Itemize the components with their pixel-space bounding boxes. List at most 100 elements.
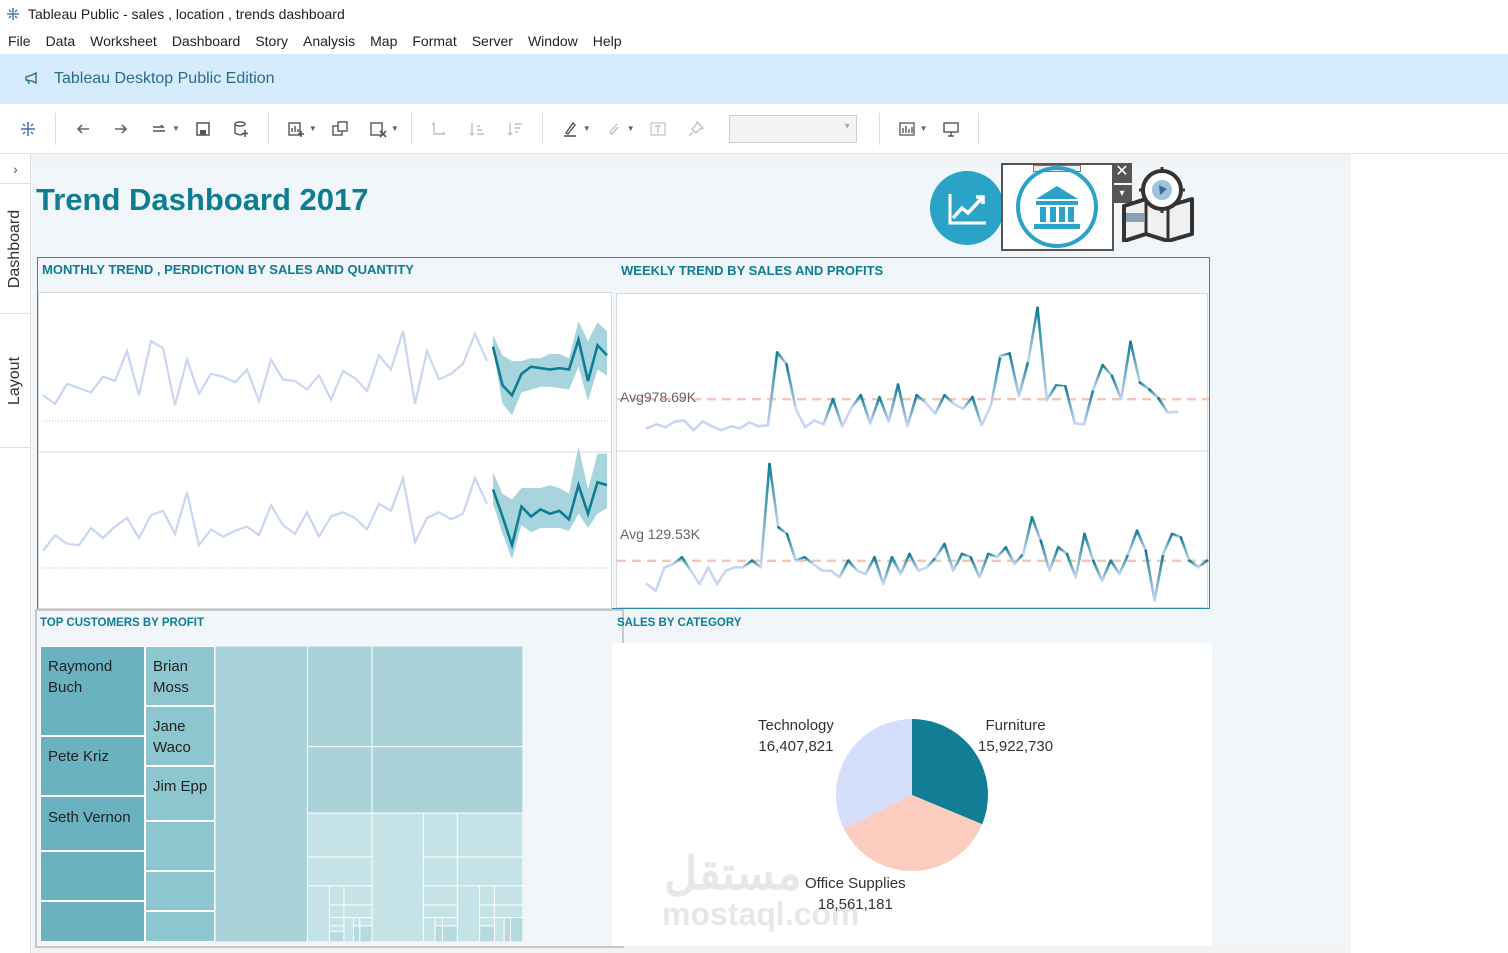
show-mark-labels-icon[interactable] xyxy=(646,117,670,141)
sort-descending-icon[interactable] xyxy=(503,117,527,141)
menu-format[interactable]: Format xyxy=(412,33,457,49)
trend-segment xyxy=(850,393,863,410)
treemap-cell xyxy=(423,905,457,918)
monthly-chart[interactable] xyxy=(38,292,613,609)
pie-label-value: 15,922,730 xyxy=(978,738,1054,755)
trend-segment xyxy=(1026,306,1039,363)
trend-segment xyxy=(999,352,1011,358)
menu-window[interactable]: Window xyxy=(527,33,578,49)
duplicate-sheet-icon[interactable] xyxy=(328,117,352,141)
treemap-cell xyxy=(41,737,144,795)
trend-segment xyxy=(831,397,844,428)
pie-label-value: 16,407,821 xyxy=(758,738,834,755)
treemap-cell xyxy=(480,886,494,905)
tableau-logo-icon xyxy=(7,8,19,20)
treemap-cell xyxy=(344,886,372,905)
trend-segment xyxy=(1196,559,1209,569)
trend-segment xyxy=(776,526,789,536)
trend-segment xyxy=(1083,532,1095,562)
show-me-icon[interactable] xyxy=(895,117,919,141)
new-data-source-icon[interactable] xyxy=(229,117,253,141)
menu-data[interactable]: Data xyxy=(45,33,76,49)
treemap-cell xyxy=(480,905,494,918)
trend-segment xyxy=(960,552,973,559)
expand-panel-icon[interactable]: › xyxy=(0,154,31,184)
clear-dropdown-icon[interactable]: ▼ xyxy=(390,124,399,133)
menu-analysis[interactable]: Analysis xyxy=(303,33,356,49)
trend-segment xyxy=(906,393,918,428)
trend-segment xyxy=(724,566,736,572)
trend-segment xyxy=(868,395,881,425)
trend-segment xyxy=(1074,532,1086,579)
trend-segment xyxy=(971,395,984,427)
swap-rows-columns-icon[interactable] xyxy=(427,117,451,141)
clear-sheet-icon[interactable] xyxy=(366,117,390,141)
redo-icon[interactable] xyxy=(109,117,133,141)
menu-server[interactable]: Server xyxy=(471,33,513,49)
map-icon[interactable] xyxy=(1116,166,1198,242)
weekly-chart[interactable] xyxy=(616,293,1209,608)
customer-label-pete-kriz: Pete Kriz xyxy=(48,748,109,765)
menu-story[interactable]: Story xyxy=(255,33,288,49)
trend-segment xyxy=(1092,363,1104,391)
treemap-cell xyxy=(41,797,144,850)
trend-segment xyxy=(785,362,798,411)
trend-segment xyxy=(916,566,929,572)
trend-segment xyxy=(645,423,658,430)
trend-segment xyxy=(720,424,732,432)
bank-icon[interactable] xyxy=(1014,166,1100,248)
trend-chart-icon[interactable] xyxy=(928,168,1006,248)
treemap-cell xyxy=(307,646,372,747)
treemap-cell xyxy=(443,926,457,942)
trend-segment xyxy=(925,556,938,569)
sort-ascending-icon[interactable] xyxy=(465,117,489,141)
pie-label-name: Office Supplies xyxy=(805,875,906,892)
tab-dashboard[interactable]: Dashboard xyxy=(0,184,31,314)
customers-treemap[interactable] xyxy=(40,646,523,942)
remove-object-icon[interactable]: ✕ xyxy=(1112,163,1132,183)
menu-file[interactable]: File xyxy=(8,33,31,49)
more-options-icon[interactable]: ▾ xyxy=(1112,185,1132,203)
trend-segment xyxy=(915,393,928,405)
history-line xyxy=(42,330,489,406)
edition-banner: Tableau Desktop Public Edition xyxy=(0,54,1508,104)
trend-segment xyxy=(803,556,815,566)
customer-label-seth-vernon: Seth Vernon xyxy=(48,809,131,826)
trend-segment xyxy=(738,421,751,430)
save-icon[interactable] xyxy=(191,117,215,141)
show-me-dropdown-icon[interactable]: ▼ xyxy=(919,124,928,133)
trend-segment xyxy=(890,556,903,576)
menu-map[interactable]: Map xyxy=(370,33,398,49)
menu-dashboard[interactable]: Dashboard xyxy=(171,33,241,49)
treemap-cell xyxy=(41,647,144,735)
new-sheet-dropdown-icon[interactable]: ▼ xyxy=(308,124,317,133)
fit-dropdown[interactable] xyxy=(728,114,857,143)
new-worksheet-icon[interactable] xyxy=(284,117,308,141)
monthly-trend-title: MONTHLY TREND , PERDICTION BY SALES AND … xyxy=(42,262,414,277)
tab-layout[interactable]: Layout xyxy=(0,314,31,448)
trend-segment xyxy=(1048,546,1060,572)
customer-label-line: Brian xyxy=(153,658,189,675)
pie-plot xyxy=(836,719,988,871)
toolbar: ▼ ▼ ▼ ▼ ▼ ▼ xyxy=(0,104,1508,154)
group-members-icon[interactable] xyxy=(602,117,626,141)
menu-help[interactable]: Help xyxy=(592,33,622,49)
trend-segment xyxy=(986,552,999,559)
tableau-home-icon[interactable] xyxy=(16,117,40,141)
toolbar-separator xyxy=(410,112,412,145)
trend-segment xyxy=(934,542,946,559)
highlight-dropdown-icon[interactable]: ▼ xyxy=(582,124,591,133)
highlight-icon[interactable] xyxy=(558,117,582,141)
menu-worksheet[interactable]: Worksheet xyxy=(90,33,157,49)
fix-axes-pin-icon[interactable] xyxy=(684,117,708,141)
group-dropdown-icon[interactable]: ▼ xyxy=(626,124,635,133)
trend-segment xyxy=(1147,388,1160,400)
undo-icon[interactable] xyxy=(71,117,95,141)
data-source-swap-icon[interactable] xyxy=(147,117,171,141)
pie-slice-technology xyxy=(836,719,912,829)
trend-segment xyxy=(715,569,728,586)
swap-dropdown-icon[interactable]: ▼ xyxy=(172,124,180,133)
trend-segment xyxy=(682,419,695,432)
presentation-mode-icon[interactable] xyxy=(939,117,963,141)
trend-segment xyxy=(978,552,990,579)
